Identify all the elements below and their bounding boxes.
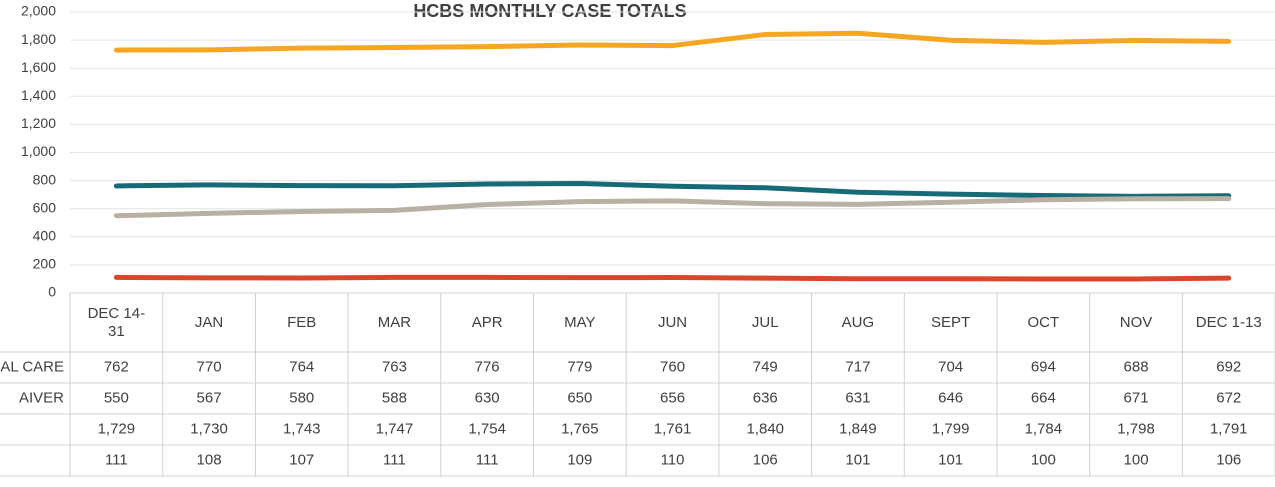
- table-value: 763: [382, 358, 407, 375]
- table-header-cell: MAY: [564, 313, 596, 331]
- y-tick-label: 800: [33, 171, 57, 187]
- table-header-cell: JAN: [194, 313, 224, 331]
- category-label: FEB: [287, 313, 317, 331]
- category-label: MAR: [377, 313, 412, 331]
- y-tick-label: 1,600: [21, 59, 56, 75]
- row-label: AIVER: [19, 389, 64, 406]
- table-value: 111: [105, 451, 128, 468]
- table-value: 1,791: [1210, 420, 1248, 437]
- table-header-cell: FEB: [287, 313, 317, 331]
- table-value: 636: [753, 389, 778, 406]
- category-label: SEPT: [931, 313, 971, 331]
- table-value: 770: [197, 358, 222, 375]
- table-header-cell: APR: [471, 313, 503, 331]
- table-value: 664: [1031, 389, 1056, 406]
- table-value: 1,743: [283, 420, 321, 437]
- series-line: [113, 196, 1232, 219]
- table-value: 694: [1031, 358, 1056, 375]
- y-tick-label: 1,000: [21, 143, 56, 159]
- table-value: 779: [567, 358, 592, 375]
- table-header-cell: JUL: [751, 313, 779, 331]
- category-label: JUL: [751, 313, 779, 331]
- table-value: 749: [753, 358, 778, 375]
- table-value: 656: [660, 389, 685, 406]
- table-header-cell: OCT: [1027, 313, 1060, 331]
- row-label: AL CARE: [0, 358, 64, 375]
- y-tick-label: 1,800: [21, 31, 56, 47]
- table-value: 106: [753, 451, 778, 468]
- table-value: 671: [1124, 389, 1149, 406]
- table-value: 588: [382, 389, 407, 406]
- y-tick-label: 1,200: [21, 115, 56, 131]
- table-value: 100: [1124, 451, 1149, 468]
- table-value: 111: [383, 451, 406, 468]
- table-header-cell: SEPT: [931, 313, 971, 331]
- table-value: 1,784: [1025, 420, 1063, 437]
- table-value: 776: [475, 358, 500, 375]
- y-tick-label: 2,000: [21, 3, 56, 19]
- table-value: 1,799: [932, 420, 970, 437]
- category-label: NOV: [1119, 313, 1153, 331]
- table-value: 1,798: [1117, 420, 1155, 437]
- category-label: JUN: [657, 313, 688, 331]
- table-header-cell: NOV: [1119, 313, 1153, 331]
- table-value: 101: [845, 451, 870, 468]
- series-line: [113, 274, 1232, 282]
- table-value: 100: [1031, 451, 1056, 468]
- table-value: 107: [289, 451, 314, 468]
- category-label: DEC 1-13: [1195, 313, 1262, 331]
- table-value: 762: [104, 358, 129, 375]
- table-value: 760: [660, 358, 685, 375]
- table-value: 1,765: [561, 420, 599, 437]
- table-value: 692: [1216, 358, 1241, 375]
- table-value: 111: [476, 451, 499, 468]
- table-header-cell: DEC 1-13: [1195, 313, 1262, 331]
- table-value: 550: [104, 389, 129, 406]
- table-value: 764: [289, 358, 314, 375]
- table-value: 650: [567, 389, 592, 406]
- table-value: 717: [845, 358, 870, 375]
- table-value: 1,761: [654, 420, 692, 437]
- table-value: 1,840: [746, 420, 784, 437]
- y-tick-label: 1,400: [21, 87, 56, 103]
- table-value: 101: [938, 451, 963, 468]
- table-header-cell: MAR: [377, 313, 412, 331]
- table-value: 631: [845, 389, 870, 406]
- category-label: DEC 14-31: [87, 304, 146, 340]
- table-value: 108: [197, 451, 222, 468]
- table-value: 672: [1216, 389, 1241, 406]
- y-tick-label: 400: [33, 228, 57, 244]
- table-value: 1,849: [839, 420, 877, 437]
- series-line: [113, 30, 1232, 53]
- table-header-cell: JUN: [657, 313, 688, 331]
- table-value: 110: [661, 451, 685, 468]
- chart-title: HCBS MONTHLY CASE TOTALS: [413, 1, 686, 21]
- table-value: 688: [1124, 358, 1149, 375]
- y-tick-label: 0: [48, 284, 56, 300]
- series-line: [113, 181, 1232, 199]
- table-value: 646: [938, 389, 963, 406]
- category-label: OCT: [1027, 313, 1060, 331]
- table-value: 630: [475, 389, 500, 406]
- table-header-cell: DEC 14-31: [87, 304, 146, 340]
- table-value: 1,754: [468, 420, 506, 437]
- y-tick-label: 200: [33, 256, 57, 272]
- table-value: 106: [1216, 451, 1241, 468]
- y-tick-label: 600: [33, 199, 57, 215]
- table-value: 1,729: [98, 420, 136, 437]
- category-label: JAN: [194, 313, 224, 331]
- table-value: 1,730: [190, 420, 228, 437]
- category-label: APR: [471, 313, 503, 331]
- table-value: 580: [289, 389, 314, 406]
- table-value: 1,747: [376, 420, 414, 437]
- table-value: 567: [197, 389, 222, 406]
- category-label: AUG: [841, 313, 875, 331]
- category-label: MAY: [564, 313, 596, 331]
- table-header-cell: AUG: [841, 313, 875, 331]
- table-value: 704: [938, 358, 963, 375]
- table-value: 109: [567, 451, 592, 468]
